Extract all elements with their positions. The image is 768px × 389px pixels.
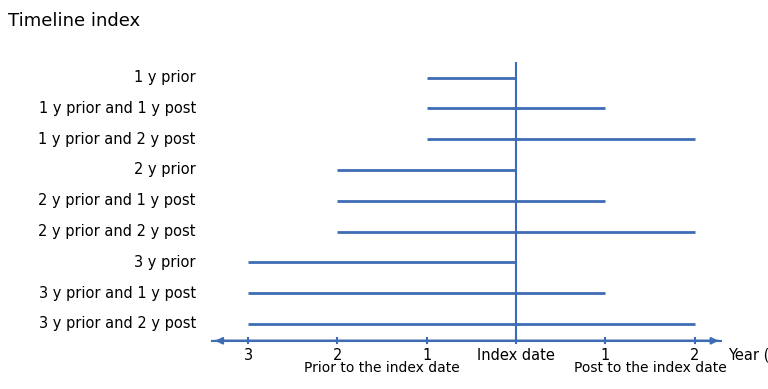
Text: Index date: Index date bbox=[477, 349, 555, 363]
Text: Prior to the index date: Prior to the index date bbox=[304, 361, 460, 375]
Text: 3 y prior and 2 y post: 3 y prior and 2 y post bbox=[38, 316, 196, 331]
Text: 1 y prior and 1 y post: 1 y prior and 1 y post bbox=[38, 101, 196, 116]
Text: 2 y prior and 1 y post: 2 y prior and 1 y post bbox=[38, 193, 196, 208]
Text: 2: 2 bbox=[690, 349, 699, 363]
Text: Year (y): Year (y) bbox=[727, 349, 768, 363]
Text: 2 y prior and 2 y post: 2 y prior and 2 y post bbox=[38, 224, 196, 239]
Text: 2: 2 bbox=[333, 349, 342, 363]
Text: 3 y prior: 3 y prior bbox=[134, 255, 196, 270]
Text: 1: 1 bbox=[601, 349, 610, 363]
Text: 3 y prior and 1 y post: 3 y prior and 1 y post bbox=[38, 286, 196, 301]
Text: 1: 1 bbox=[422, 349, 432, 363]
Text: Timeline index: Timeline index bbox=[8, 12, 140, 30]
Text: Post to the index date: Post to the index date bbox=[574, 361, 727, 375]
Text: 2 y prior: 2 y prior bbox=[134, 163, 196, 177]
Text: 3: 3 bbox=[243, 349, 253, 363]
Text: 1 y prior and 2 y post: 1 y prior and 2 y post bbox=[38, 132, 196, 147]
Text: 1 y prior: 1 y prior bbox=[134, 70, 196, 85]
